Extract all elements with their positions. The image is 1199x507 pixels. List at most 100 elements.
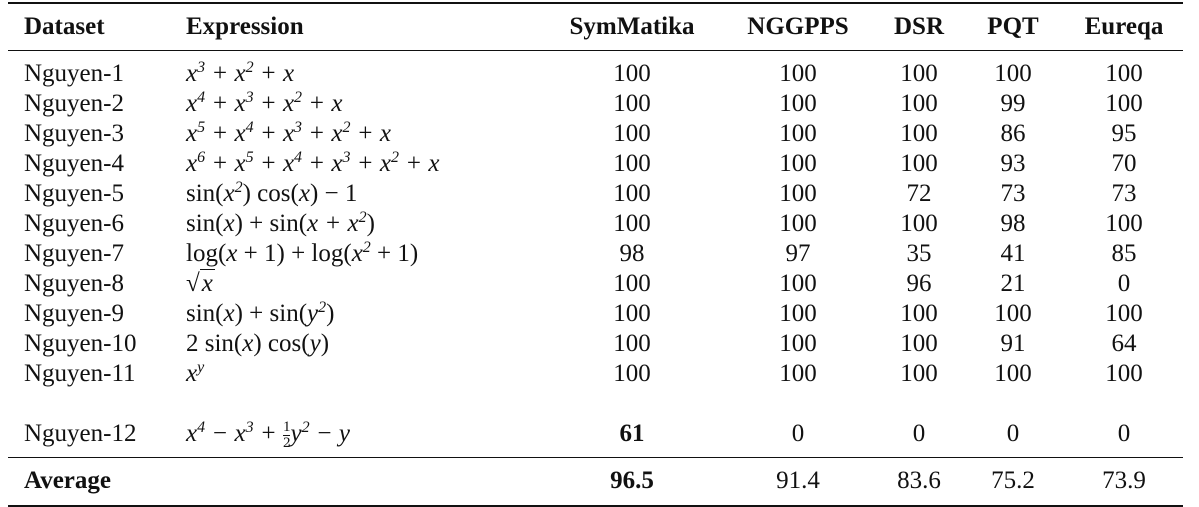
dsr-value: 100 [900, 300, 938, 327]
nggpps-value: 100 [779, 60, 817, 87]
pqt-value: 41 [1000, 240, 1026, 267]
nggpps-value: 100 [779, 210, 817, 237]
expression: √x [186, 269, 215, 297]
nggpps-value: 100 [779, 90, 817, 117]
pqt-value: 100 [994, 360, 1032, 387]
eureqa-value: 100 [1105, 360, 1143, 387]
symmatika-average: 96.5 [610, 467, 654, 494]
top-rule [8, 2, 1183, 4]
dataset-name: Nguyen-11 [24, 360, 136, 387]
eureqa-value: 85 [1111, 240, 1137, 267]
eureqa-value: 64 [1111, 330, 1137, 357]
dataset-name: Nguyen-2 [24, 90, 124, 117]
header-nggpps: NGGPPS [747, 13, 849, 40]
symmatika-value: 98 [619, 240, 645, 267]
nggpps-value: 0 [791, 420, 805, 447]
symmatika-value: 100 [613, 210, 651, 237]
expression: x5 + x4 + x3 + x2 + x [186, 119, 391, 148]
expression: 2 sin(x) cos(y) [186, 330, 330, 357]
pqt-value: 0 [1006, 420, 1020, 447]
expression: log(x + 1) + log(x2 + 1) [186, 239, 419, 268]
dataset-name: Nguyen-7 [24, 240, 124, 267]
eureqa-average: 73.9 [1102, 467, 1146, 494]
dsr-value: 35 [906, 240, 932, 267]
eureqa-value: 0 [1117, 270, 1131, 297]
dataset-name: Nguyen-1 [24, 60, 124, 87]
symmatika-value: 100 [613, 360, 651, 387]
nggpps-value: 97 [785, 240, 811, 267]
dsr-value: 100 [900, 360, 938, 387]
expression: xy [186, 359, 205, 388]
dataset-name: Nguyen-8 [24, 270, 124, 297]
dataset-name: Nguyen-10 [24, 330, 137, 357]
dataset-name: Nguyen-5 [24, 180, 124, 207]
eureqa-value: 0 [1117, 420, 1131, 447]
eureqa-value: 100 [1105, 300, 1143, 327]
pqt-value: 99 [1000, 90, 1026, 117]
nggpps-value: 100 [779, 180, 817, 207]
expression: x4 − x3 + 1 2 y2 − y [186, 419, 351, 451]
nggpps-average: 91.4 [776, 467, 820, 494]
dsr-value: 0 [912, 420, 926, 447]
symmatika-value: 100 [613, 150, 651, 177]
expression: sin(x) + sin(x + x2) [186, 209, 375, 238]
nggpps-value: 100 [779, 330, 817, 357]
header-pqt: PQT [987, 13, 1039, 40]
pqt-value: 100 [994, 60, 1032, 87]
eureqa-value: 70 [1111, 150, 1137, 177]
header-eureqa: Eureqa [1084, 13, 1164, 40]
eureqa-value: 100 [1105, 60, 1143, 87]
symmatika-value: 100 [613, 180, 651, 207]
dsr-value: 100 [900, 60, 938, 87]
nggpps-value: 100 [779, 270, 817, 297]
pqt-value: 21 [1000, 270, 1026, 297]
dsr-value: 100 [900, 330, 938, 357]
expression: x4 + x3 + x2 + x [186, 89, 343, 118]
dataset-name: Nguyen-6 [24, 210, 124, 237]
symmatika-value: 100 [613, 300, 651, 327]
header-dataset: Dataset [24, 13, 105, 40]
dsr-value: 100 [900, 90, 938, 117]
nggpps-value: 100 [779, 300, 817, 327]
symmatika-value: 100 [613, 120, 651, 147]
expression: sin(x) + sin(y2) [186, 299, 335, 328]
pqt-value: 98 [1000, 210, 1026, 237]
dsr-value: 96 [906, 270, 932, 297]
pqt-value: 86 [1000, 120, 1026, 147]
header-expression: Expression [186, 13, 304, 40]
expression: x6 + x5 + x4 + x3 + x2 + x [186, 149, 440, 178]
eureqa-value: 100 [1105, 210, 1143, 237]
dataset-name: Nguyen-3 [24, 120, 124, 147]
dsr-value: 72 [906, 180, 932, 207]
eureqa-value: 73 [1111, 180, 1137, 207]
symmatika-value: 100 [613, 270, 651, 297]
dataset-name: Nguyen-12 [24, 420, 137, 447]
bottom-rule [8, 505, 1183, 507]
eureqa-value: 100 [1105, 90, 1143, 117]
pqt-value: 100 [994, 300, 1032, 327]
header-dsr: DSR [893, 13, 945, 40]
dsr-value: 100 [900, 210, 938, 237]
expression: x3 + x2 + x [186, 59, 295, 88]
symmatika-value: 100 [613, 90, 651, 117]
symmatika-value: 100 [613, 330, 651, 357]
dataset-name: Nguyen-4 [24, 150, 124, 177]
dsr-average: 83.6 [897, 467, 941, 494]
nggpps-value: 100 [779, 150, 817, 177]
pqt-value: 93 [1000, 150, 1026, 177]
average-label: Average [24, 467, 111, 494]
average-rule [8, 457, 1183, 458]
dsr-value: 100 [900, 120, 938, 147]
dsr-value: 100 [900, 150, 938, 177]
header-rule [8, 50, 1183, 51]
header-symmatika: SymMatika [569, 13, 695, 40]
pqt-value: 91 [1000, 330, 1026, 357]
pqt-average: 75.2 [991, 467, 1035, 494]
expression: sin(x2) cos(x) − 1 [186, 179, 358, 208]
symmatika-value: 100 [613, 60, 651, 87]
symmatika-value: 61 [619, 420, 645, 447]
eureqa-value: 95 [1111, 120, 1137, 147]
dataset-name: Nguyen-9 [24, 300, 124, 327]
